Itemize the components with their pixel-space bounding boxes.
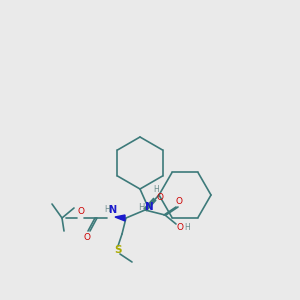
Text: O: O — [157, 194, 164, 202]
Text: O: O — [176, 223, 184, 232]
Text: N: N — [145, 202, 153, 212]
Text: H: H — [153, 184, 159, 194]
Text: N: N — [108, 205, 116, 215]
Text: O: O — [176, 196, 182, 206]
Text: S: S — [114, 245, 122, 255]
Text: H: H — [138, 202, 144, 211]
Text: O: O — [83, 233, 91, 242]
Text: H: H — [184, 223, 190, 232]
Polygon shape — [115, 215, 125, 221]
Text: O: O — [77, 206, 85, 215]
Text: H: H — [104, 206, 110, 214]
